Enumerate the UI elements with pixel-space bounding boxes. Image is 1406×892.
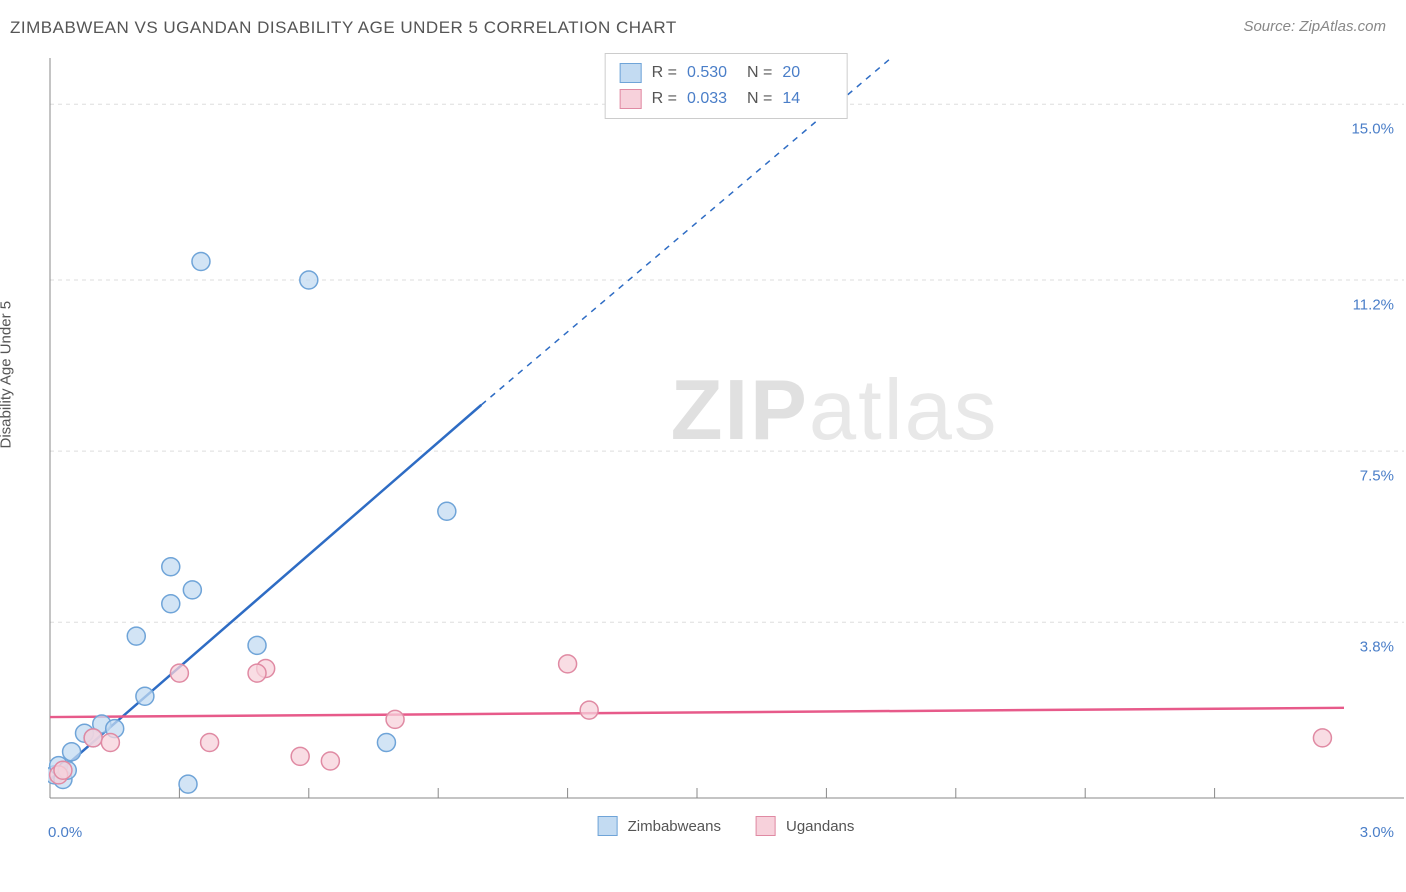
stats-n-val-1: 14	[782, 86, 832, 112]
chart-title: ZIMBABWEAN VS UGANDAN DISABILITY AGE UND…	[10, 18, 677, 38]
stats-r-val-1: 0.033	[687, 86, 737, 112]
stats-r-label: R =	[652, 86, 677, 112]
stats-row-0: R = 0.530 N = 20	[620, 60, 833, 86]
y-tick: 15.0%	[1351, 121, 1394, 138]
legend-item-1: Ugandans	[756, 816, 854, 836]
y-tick: 11.2%	[1353, 297, 1394, 314]
stats-n-label: N =	[747, 60, 772, 86]
y-tick: 7.5%	[1360, 468, 1394, 485]
legend-swatch-1	[756, 816, 776, 836]
stats-row-1: R = 0.033 N = 14	[620, 86, 833, 112]
scatter-chart	[48, 48, 1404, 838]
stats-r-val-0: 0.530	[687, 60, 737, 86]
stats-legend-box: R = 0.530 N = 20 R = 0.033 N = 14	[605, 53, 848, 119]
x-tick-max: 3.0%	[1360, 824, 1394, 841]
legend-swatch-0	[598, 816, 618, 836]
bottom-legend: Zimbabweans Ugandans	[598, 816, 855, 836]
stats-n-val-0: 20	[782, 60, 832, 86]
legend-label-0: Zimbabweans	[628, 818, 721, 835]
y-tick: 3.8%	[1360, 639, 1394, 656]
x-tick-min: 0.0%	[48, 824, 82, 841]
stats-swatch-1	[620, 89, 642, 109]
stats-swatch-0	[620, 63, 642, 83]
legend-label-1: Ugandans	[786, 818, 854, 835]
stats-n-label: N =	[747, 86, 772, 112]
source-attribution: Source: ZipAtlas.com	[1243, 18, 1386, 35]
plot-area: ZIPatlas R = 0.530 N = 20 R = 0.033 N = …	[48, 48, 1404, 838]
stats-r-label: R =	[652, 60, 677, 86]
legend-item-0: Zimbabweans	[598, 816, 721, 836]
y-axis-label: Disability Age Under 5	[0, 301, 15, 449]
